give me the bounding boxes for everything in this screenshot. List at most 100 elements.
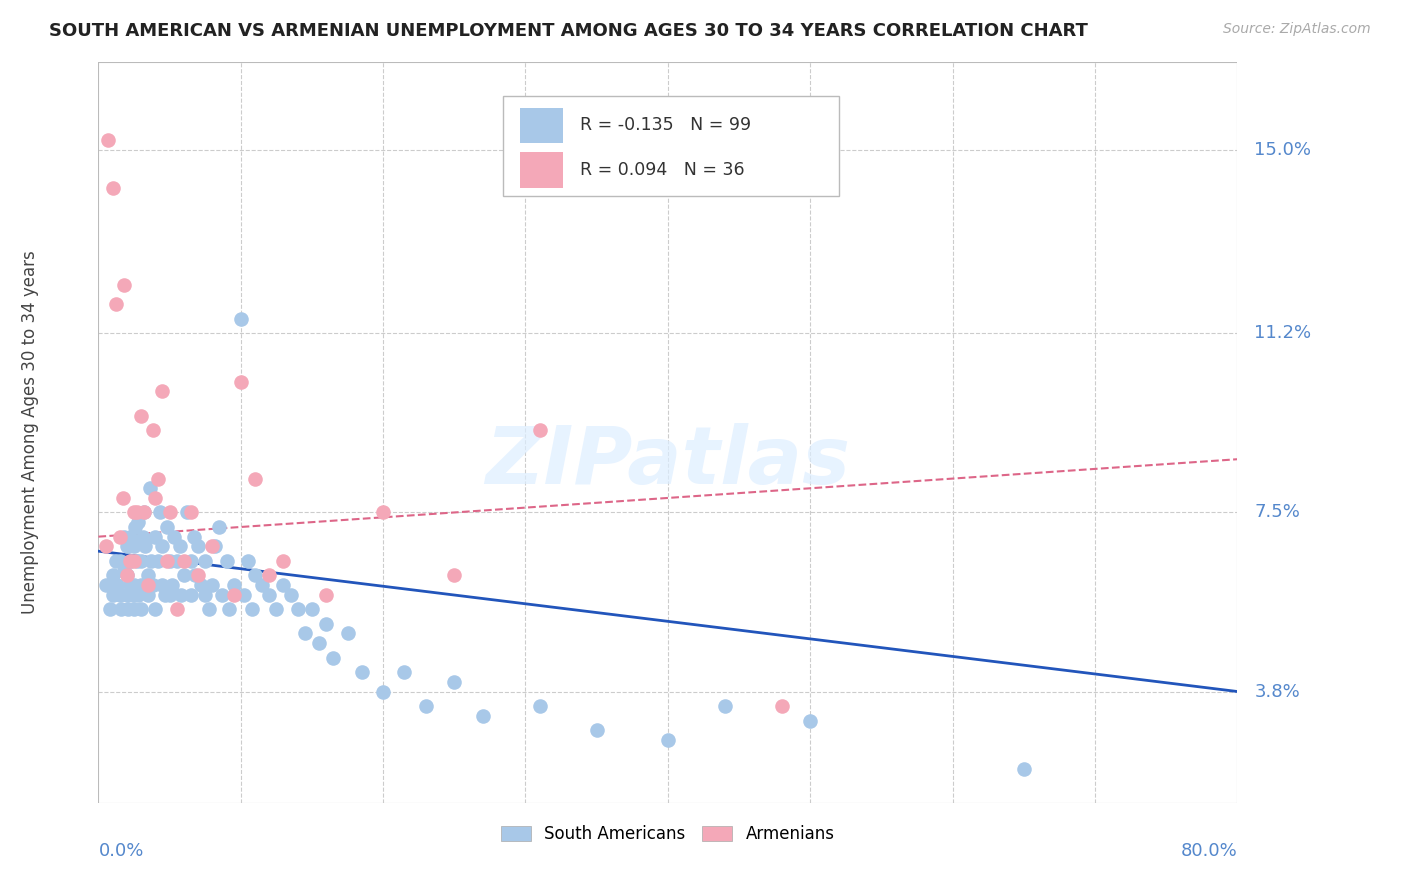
Point (122, 506, 145, 520)
Point (180, 554, 202, 568)
Point (471, 708, 494, 723)
Text: Source: ZipAtlas.com: Source: ZipAtlas.com (1223, 22, 1371, 37)
Point (155, 588, 177, 602)
Point (266, 602, 288, 616)
Point (136, 578, 159, 592)
Point (145, 491, 167, 505)
Point (198, 602, 221, 616)
Point (156, 520, 179, 534)
Point (259, 568, 281, 582)
Point (136, 568, 159, 582)
Point (211, 588, 233, 602)
Text: ZIPatlas: ZIPatlas (485, 423, 851, 501)
Text: SOUTH AMERICAN VS ARMENIAN UNEMPLOYMENT AMONG AGES 30 TO 34 YEARS CORRELATION CH: SOUTH AMERICAN VS ARMENIAN UNEMPLOYMENT … (49, 22, 1088, 40)
Point (152, 384, 174, 399)
Point (222, 578, 245, 592)
Point (201, 578, 224, 592)
Point (287, 602, 309, 616)
Point (134, 539, 156, 553)
Point (222, 588, 245, 602)
Point (152, 539, 174, 553)
Text: 3.8%: 3.8% (1254, 682, 1301, 700)
Point (159, 506, 181, 520)
Point (180, 588, 202, 602)
Point (129, 578, 152, 592)
Point (301, 602, 323, 616)
Point (108, 554, 131, 568)
Point (229, 312, 252, 326)
Point (394, 665, 416, 680)
Point (585, 723, 607, 738)
Point (122, 554, 145, 568)
Point (129, 409, 152, 423)
Text: R = 0.094   N = 36: R = 0.094 N = 36 (581, 161, 745, 178)
Point (110, 602, 132, 616)
Point (108, 588, 131, 602)
Point (104, 297, 127, 311)
Text: 15.0%: 15.0% (1254, 141, 1312, 159)
Text: Unemployment Among Ages 30 to 34 years: Unemployment Among Ages 30 to 34 years (21, 251, 39, 615)
Point (336, 626, 359, 640)
Point (145, 530, 167, 544)
FancyBboxPatch shape (520, 152, 562, 187)
Point (770, 699, 793, 714)
Point (163, 530, 186, 544)
Point (190, 578, 212, 592)
Text: R = -0.135   N = 99: R = -0.135 N = 99 (581, 116, 751, 135)
Point (208, 520, 231, 534)
Point (117, 602, 139, 616)
Point (97, 133, 120, 147)
Point (243, 568, 266, 582)
Point (120, 554, 142, 568)
Point (125, 554, 148, 568)
Point (159, 588, 181, 602)
Point (243, 472, 266, 486)
Point (259, 588, 281, 602)
Point (122, 539, 145, 553)
Point (184, 568, 207, 582)
Point (322, 650, 344, 665)
Point (115, 539, 138, 553)
Point (122, 602, 145, 616)
Point (169, 539, 191, 553)
Point (215, 554, 238, 568)
Point (315, 616, 337, 631)
Point (529, 699, 551, 714)
Point (308, 636, 330, 650)
Point (1012, 762, 1035, 776)
Point (115, 568, 138, 582)
Point (148, 554, 170, 568)
Point (115, 588, 138, 602)
Point (101, 181, 124, 195)
Point (173, 568, 195, 582)
Point (118, 578, 141, 592)
Point (799, 714, 821, 728)
Point (148, 472, 170, 486)
Point (273, 578, 295, 592)
Point (125, 506, 148, 520)
Point (94, 539, 117, 553)
Point (229, 375, 252, 389)
Point (152, 578, 174, 592)
Point (159, 554, 181, 568)
Point (657, 732, 679, 747)
Point (132, 506, 155, 520)
Point (139, 554, 162, 568)
Point (443, 674, 465, 689)
Point (273, 554, 295, 568)
Point (145, 602, 167, 616)
FancyBboxPatch shape (520, 108, 562, 143)
Point (162, 578, 184, 592)
Point (141, 423, 163, 437)
Point (131, 530, 153, 544)
Point (115, 568, 138, 582)
Point (218, 602, 240, 616)
Point (294, 626, 316, 640)
Point (127, 515, 149, 529)
Point (194, 554, 217, 568)
Point (112, 564, 135, 578)
Point (141, 578, 163, 592)
Point (104, 554, 127, 568)
Point (315, 588, 337, 602)
Text: 80.0%: 80.0% (1181, 841, 1237, 860)
